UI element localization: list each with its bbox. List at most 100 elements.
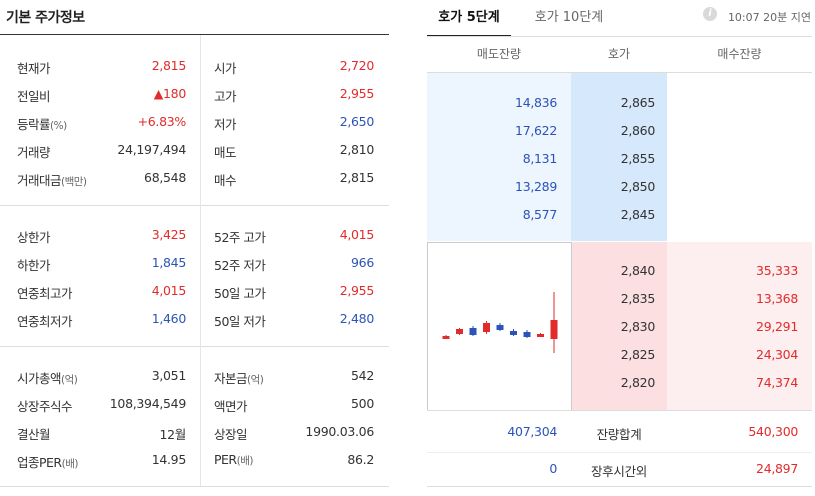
stat-label-text: PER bbox=[214, 452, 237, 467]
bid-volume: 35,333 bbox=[756, 263, 798, 278]
total-bid-volume: 540,300 bbox=[748, 424, 798, 439]
ask-price-area bbox=[571, 73, 667, 241]
stat-value: 2,720 bbox=[339, 58, 375, 73]
stat-label-text: 업종PER bbox=[17, 455, 62, 470]
candle-chart-svg bbox=[442, 292, 558, 353]
bid-volume: 74,374 bbox=[756, 375, 798, 390]
stat-value: 108,394,549 bbox=[109, 396, 187, 411]
stat-value: 2,480 bbox=[339, 311, 375, 326]
stat-value: 3,425 bbox=[151, 227, 187, 242]
total-divider bbox=[427, 410, 812, 411]
ask-price: 2,855 bbox=[620, 151, 656, 166]
stat-label-text: 52주 저가 bbox=[214, 258, 266, 273]
header-bid-volume: 매수잔량 bbox=[667, 37, 812, 73]
row-divider bbox=[427, 452, 812, 453]
bid-price: 2,830 bbox=[620, 319, 656, 334]
stat-value: 24,197,494 bbox=[117, 142, 186, 157]
ask-volume: 8,131 bbox=[522, 151, 558, 166]
after-hours-bid: 24,897 bbox=[756, 461, 798, 476]
stat-label: 50일 고가 bbox=[214, 283, 266, 302]
tab-5-levels[interactable]: 호가 5단계 bbox=[427, 0, 511, 37]
stat-value: +6.83% bbox=[137, 114, 187, 129]
stat-label-text: 등락률 bbox=[17, 117, 51, 132]
stat-label-text: 결산월 bbox=[17, 427, 51, 442]
after-hours-ask: 0 bbox=[549, 461, 557, 476]
stat-value: 500 bbox=[351, 396, 374, 411]
stat-value: 14.95 bbox=[151, 452, 187, 467]
ask-price: 2,850 bbox=[620, 179, 656, 194]
stat-label: 시가총액(억) bbox=[17, 368, 78, 387]
stat-label-text: 전일비 bbox=[17, 89, 51, 104]
group-divider bbox=[0, 486, 389, 487]
stat-label-text: 자본금 bbox=[214, 371, 248, 386]
stat-label: 매수 bbox=[214, 170, 237, 189]
stat-label-unit: (배) bbox=[61, 458, 79, 470]
bid-price: 2,825 bbox=[620, 347, 656, 362]
stat-label-unit: (억) bbox=[247, 374, 264, 386]
stat-label-text: 고가 bbox=[214, 89, 237, 104]
ask-volume: 14,836 bbox=[515, 95, 557, 110]
info-icon[interactable]: i bbox=[703, 7, 717, 21]
stat-label-text: 시가 bbox=[214, 61, 237, 76]
stat-label-text: 50일 고가 bbox=[214, 286, 266, 301]
stat-label-text: 현재가 bbox=[17, 61, 51, 76]
stat-label-text: 50일 저가 bbox=[214, 314, 266, 329]
stat-label-unit: (배) bbox=[236, 455, 254, 467]
stat-value: 2,955 bbox=[339, 283, 375, 298]
stat-label: 상장일 bbox=[214, 424, 248, 443]
stat-value: 68,548 bbox=[144, 170, 186, 185]
stat-value: 1,460 bbox=[151, 311, 187, 326]
candle-body bbox=[496, 325, 504, 330]
stat-value: 2,815 bbox=[151, 58, 187, 73]
stat-label-text: 연중최고가 bbox=[17, 286, 73, 301]
candle-body bbox=[483, 323, 490, 332]
stat-label: 하한가 bbox=[17, 255, 51, 274]
stat-label: 52주 고가 bbox=[214, 227, 266, 246]
bid-price: 2,835 bbox=[620, 291, 656, 306]
stat-label: 상장주식수 bbox=[17, 396, 73, 415]
group-divider bbox=[0, 205, 389, 206]
stat-label-text: 액면가 bbox=[214, 399, 248, 414]
stat-label: 상한가 bbox=[17, 227, 51, 246]
ask-volume: 8,577 bbox=[522, 207, 558, 222]
candle-body bbox=[469, 328, 477, 335]
orderbook-tabbar: 호가 5단계 호가 10단계 i 10:07 20분 지연 bbox=[427, 0, 815, 37]
header-price: 호가 bbox=[571, 37, 667, 73]
stat-label-text: 하한가 bbox=[17, 258, 51, 273]
stat-value: 2,815 bbox=[339, 170, 375, 185]
stat-value: 4,015 bbox=[339, 227, 375, 242]
candle-body bbox=[510, 331, 517, 335]
bid-volume-area bbox=[667, 242, 812, 410]
stat-label: 현재가 bbox=[17, 58, 51, 77]
ask-price: 2,845 bbox=[620, 207, 656, 222]
stat-value: 1990.03.06 bbox=[305, 424, 374, 439]
ask-price: 2,865 bbox=[620, 95, 656, 110]
bid-price-area bbox=[571, 242, 667, 410]
total-label: 잔량합계 bbox=[596, 427, 642, 442]
stat-value: 966 bbox=[351, 255, 374, 270]
stat-label-text: 매수 bbox=[214, 173, 237, 188]
stat-value: 3,051 bbox=[151, 368, 187, 383]
stat-label-text: 상한가 bbox=[17, 230, 51, 245]
stat-label-unit: (%) bbox=[50, 120, 67, 132]
stat-value: 86.2 bbox=[347, 452, 374, 467]
bid-volume: 24,304 bbox=[756, 347, 798, 362]
stat-label-text: 매도 bbox=[214, 145, 237, 160]
stat-label-text: 상장일 bbox=[214, 427, 248, 442]
stat-label-text: 연중최저가 bbox=[17, 314, 73, 329]
stat-label: 연중최저가 bbox=[17, 311, 73, 330]
stat-value: 542 bbox=[351, 368, 374, 383]
stat-label-text: 상장주식수 bbox=[17, 399, 73, 414]
stat-value: 12월 bbox=[159, 427, 186, 442]
stat-label: PER(배) bbox=[214, 452, 253, 468]
bottom-divider bbox=[427, 486, 812, 487]
bid-volume: 13,368 bbox=[756, 291, 798, 306]
stat-label: 고가 bbox=[214, 86, 237, 105]
ask-volume-area bbox=[427, 73, 571, 241]
candle-body bbox=[523, 332, 531, 337]
bid-price: 2,820 bbox=[620, 375, 656, 390]
tab-10-levels[interactable]: 호가 10단계 bbox=[534, 10, 604, 25]
stat-label: 매도 bbox=[214, 142, 237, 161]
stat-value: 2,810 bbox=[339, 142, 375, 157]
total-ask-volume: 407,304 bbox=[507, 424, 557, 439]
